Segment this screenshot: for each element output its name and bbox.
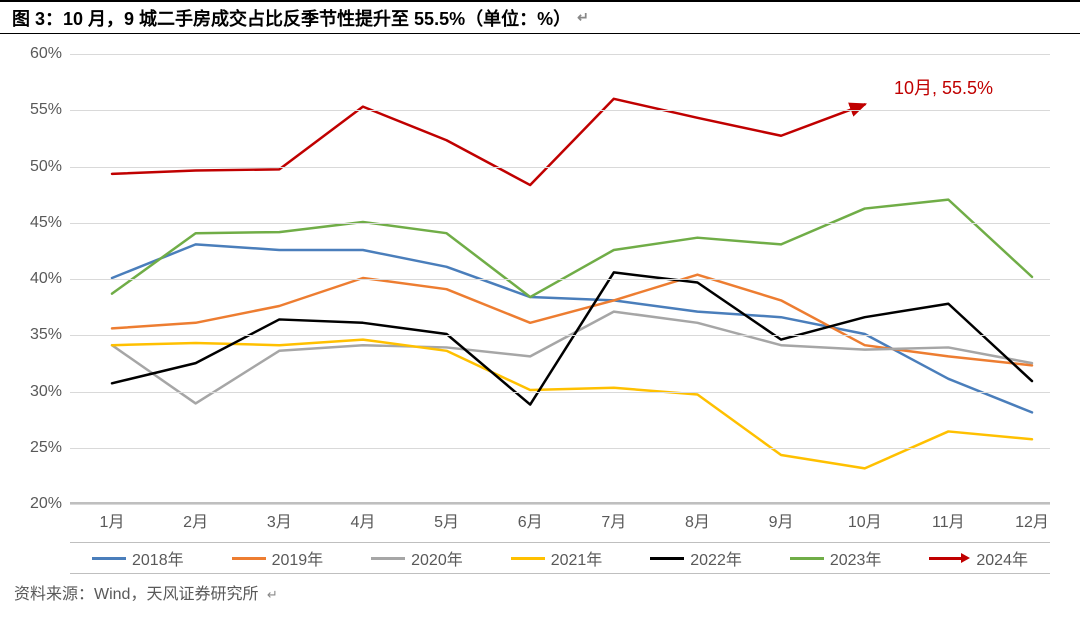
legend-arrow-icon xyxy=(961,553,970,563)
legend-item: 2021年 xyxy=(511,546,603,570)
x-axis-label: 2月 xyxy=(183,508,208,532)
x-axis-label: 4月 xyxy=(350,508,375,532)
legend-swatch xyxy=(650,557,684,560)
chart-area: 20% 25% 30% 35% 40% 45% 50% 55% 60% 1月 2月 3月 4月 5月 6月 7… xyxy=(10,36,1070,574)
y-axis-label: 20% xyxy=(22,495,62,513)
gridline xyxy=(70,448,1050,449)
y-axis-label: 25% xyxy=(22,439,62,457)
legend-item: 2018年 xyxy=(92,546,184,570)
legend-label: 2023年 xyxy=(830,546,882,570)
x-axis-label: 11月 xyxy=(932,508,965,532)
series-line xyxy=(112,340,1032,469)
series-line xyxy=(112,244,1032,412)
y-axis-label: 45% xyxy=(22,214,62,232)
x-axis-label: 9月 xyxy=(769,508,794,532)
source-text: 资料来源：Wind，天风证券研究所 xyxy=(14,586,258,603)
legend-swatch xyxy=(232,557,266,560)
y-axis-label: 35% xyxy=(22,326,62,344)
x-axis-label: 8月 xyxy=(685,508,710,532)
gridline xyxy=(70,223,1050,224)
gridline xyxy=(70,504,1050,505)
return-icon: ↵ xyxy=(267,587,278,602)
x-axis-label: 5月 xyxy=(434,508,459,532)
series-line xyxy=(112,272,1032,404)
gridline xyxy=(70,110,1050,111)
series-line xyxy=(112,99,865,185)
legend-item: 2019年 xyxy=(232,546,324,570)
chart-title: 图 3：10 月，9 城二手房成交占比反季节性提升至 55.5%（单位：%） xyxy=(12,5,571,31)
legend: 2018年 2019年 2020年 2021年 2022年 2023年 2024年 xyxy=(70,542,1050,574)
y-axis-label: 60% xyxy=(22,45,62,63)
legend-swatch xyxy=(92,557,126,560)
x-axis-label: 1月 xyxy=(100,508,125,532)
x-axis-label: 10月 xyxy=(848,508,882,532)
legend-swatch xyxy=(371,557,405,560)
legend-item: 2023年 xyxy=(790,546,882,570)
gridline xyxy=(70,167,1050,168)
y-axis-label: 50% xyxy=(22,158,62,176)
y-axis-label: 40% xyxy=(22,270,62,288)
y-axis-label: 30% xyxy=(22,383,62,401)
legend-label: 2024年 xyxy=(976,546,1028,570)
annotation-label: 10月, 55.5% xyxy=(894,74,993,100)
legend-label: 2021年 xyxy=(551,546,603,570)
legend-label: 2022年 xyxy=(690,546,742,570)
legend-item: 2020年 xyxy=(371,546,463,570)
legend-item: 2024年 xyxy=(929,546,1028,570)
legend-swatch xyxy=(790,557,824,560)
legend-label: 2018年 xyxy=(132,546,184,570)
chart-title-bar: 图 3：10 月，9 城二手房成交占比反季节性提升至 55.5%（单位：%） ↵ xyxy=(0,0,1080,34)
legend-label: 2020年 xyxy=(411,546,463,570)
gridline xyxy=(70,392,1050,393)
gridline xyxy=(70,54,1050,55)
gridline xyxy=(70,335,1050,336)
legend-swatch xyxy=(929,557,963,560)
legend-swatch xyxy=(511,557,545,560)
legend-item: 2022年 xyxy=(650,546,742,570)
x-axis-label: 3月 xyxy=(267,508,292,532)
source-line: 资料来源：Wind，天风证券研究所 ↵ xyxy=(0,574,1080,604)
legend-label: 2019年 xyxy=(272,546,324,570)
y-axis-label: 55% xyxy=(22,101,62,119)
return-icon: ↵ xyxy=(577,9,589,26)
x-axis-label: 6月 xyxy=(518,508,543,532)
x-axis-label: 7月 xyxy=(601,508,626,532)
gridline xyxy=(70,279,1050,280)
chart-svg xyxy=(70,54,1050,502)
series-line xyxy=(112,275,1032,366)
x-axis-label: 12月 xyxy=(1015,508,1049,532)
plot-region: 20%25%30%35%40%45%50%55%60%1月2月3月4月5月6月7… xyxy=(70,54,1050,504)
